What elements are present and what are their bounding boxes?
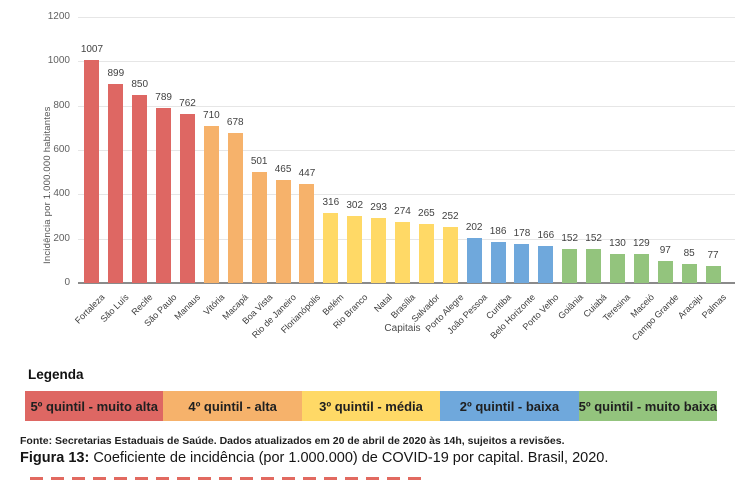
gridline [78, 17, 735, 18]
bar [418, 224, 434, 283]
bar [156, 108, 172, 283]
bar [323, 212, 339, 283]
bar-value-label: 1007 [80, 43, 104, 55]
y-tick-label: 600 [53, 144, 70, 155]
bar [180, 114, 195, 283]
bar [132, 94, 148, 283]
bar-value-label: 97 [659, 245, 671, 257]
bar-value-label: 501 [250, 155, 268, 167]
bar [108, 83, 124, 283]
bar [395, 222, 410, 283]
bar [203, 125, 219, 283]
bar [251, 171, 267, 283]
legend-item-4: 2º quintil - baixa [440, 391, 579, 421]
bar [610, 254, 625, 283]
bar-value-label: 178 [513, 227, 531, 239]
bar-value-label: 186 [489, 225, 507, 237]
bar-value-label: 166 [537, 230, 555, 242]
bar [586, 249, 602, 283]
y-tick-label: 1200 [47, 11, 70, 22]
x-axis-line [78, 282, 735, 284]
legend-title: Legenda [28, 367, 84, 382]
bar-value-label: 129 [633, 238, 650, 250]
cutoff-red-dashes [30, 477, 426, 480]
bar [299, 183, 315, 283]
y-tick-label: 800 [53, 99, 70, 111]
legend-bar: 5º quintil - muito alta 4º quintil - alta… [25, 391, 718, 421]
y-tick-label: 1000 [47, 55, 70, 67]
legend-item-3: 3º quintil - média [301, 391, 441, 421]
legend-item-1: 5º quintil - muito alta [25, 391, 164, 421]
bar [705, 265, 721, 283]
bar [371, 218, 387, 283]
covid-incidence-bar-chart: Incidência por 1.000.000 habitantes Capi… [42, 11, 735, 343]
x-tick-label: Palmas [699, 292, 729, 321]
bar [514, 243, 530, 283]
bar [275, 179, 291, 283]
x-tick-label: Goiânia [555, 292, 585, 322]
y-tick-label: 200 [53, 232, 70, 244]
bar [84, 59, 100, 283]
gridline [78, 105, 735, 107]
bar [227, 132, 243, 283]
bar [681, 264, 697, 283]
x-tick-label: Aracaju [675, 292, 705, 321]
figure-caption: Figura 13: Coeficiente de incidência (po… [20, 450, 608, 466]
bar-value-label: 85 [683, 248, 695, 260]
bar-value-label: 265 [418, 208, 435, 220]
gridline [78, 61, 735, 63]
bar [347, 216, 363, 283]
bar-value-label: 252 [441, 211, 459, 223]
x-tick-label: Manaus [172, 292, 203, 322]
bar-value-label: 447 [298, 167, 316, 179]
bar-value-label: 316 [322, 196, 340, 208]
bar-value-label: 202 [465, 222, 483, 234]
bar [442, 227, 458, 283]
bar-value-label: 678 [226, 116, 244, 128]
y-tick-label: 400 [53, 188, 70, 200]
bar-value-label: 850 [131, 78, 149, 90]
bar [562, 249, 578, 283]
bar-value-label: 152 [561, 233, 579, 245]
bar-value-label: 899 [107, 67, 125, 79]
bar-value-label: 293 [370, 202, 387, 214]
bar-value-label: 762 [179, 98, 196, 110]
bar [633, 254, 649, 283]
bar [657, 261, 673, 283]
bar [538, 246, 554, 283]
bar-value-label: 710 [203, 109, 220, 121]
gridline [78, 150, 735, 151]
figure-caption-label: Figura 13: [20, 450, 90, 466]
x-axis-title: Capitais [384, 323, 421, 334]
bar-value-label: 152 [585, 233, 602, 245]
legend-item-5: 5º quintil - muito baixa [578, 391, 718, 421]
bar-value-label: 789 [155, 92, 172, 104]
bar-value-label: 302 [346, 200, 364, 212]
gridline [78, 194, 735, 196]
bar-value-label: 130 [609, 238, 626, 250]
legend-item-2: 4º quintil - alta [163, 391, 302, 421]
bar [466, 238, 482, 283]
y-tick-label: 0 [64, 277, 70, 288]
figure-caption-text: Coeficiente de incidência (por 1.000.000… [89, 450, 609, 466]
bar-value-label: 465 [274, 163, 292, 175]
bar [490, 241, 506, 283]
source-note: Fonte: Secretarias Estaduais de Saúde. D… [20, 435, 565, 447]
bar-value-label: 274 [394, 206, 411, 218]
bar-value-label: 77 [707, 249, 719, 261]
